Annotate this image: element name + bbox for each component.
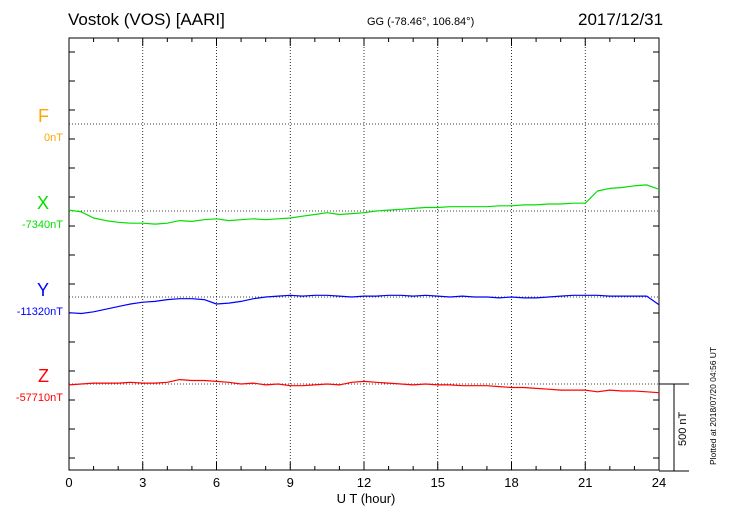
series-layer: [68, 184, 660, 394]
series-line-y: [68, 294, 660, 315]
x-tick-label: 12: [357, 475, 371, 490]
x-axis-label: U T (hour): [337, 491, 396, 506]
x-tick-label: 6: [213, 475, 220, 490]
x-tick-label: 21: [578, 475, 592, 490]
series-line-x: [68, 184, 660, 225]
x-tick-label: 24: [652, 475, 666, 490]
component-z-baseline: -57710nT: [15, 392, 63, 404]
series-line-z: [68, 379, 660, 394]
component-y-label: Y: [36, 280, 49, 300]
x-tick-labels: 0 3 6 9 12 15 18 21 24: [65, 475, 666, 490]
station-title: Vostok (VOS) [AARI]: [68, 10, 225, 29]
scale-bar-label: 500 nT: [677, 411, 689, 446]
coordinates-label: GG (-78.46°, 106.84°): [367, 16, 475, 28]
grid-layer: [68, 37, 689, 472]
component-z-label: Z: [38, 366, 49, 386]
x-tick-label: 0: [65, 475, 72, 490]
x-tick-label: 18: [504, 475, 518, 490]
component-x-label: X: [36, 193, 49, 213]
component-f-label: F: [38, 106, 49, 126]
x-tick-label: 3: [139, 475, 146, 490]
x-tick-label: 9: [287, 475, 294, 490]
component-y-baseline: -11320nT: [16, 306, 63, 318]
date-label: 2017/12/31: [578, 10, 664, 29]
component-f-baseline: 0nT: [44, 132, 63, 144]
component-x-baseline: -7340nT: [22, 219, 63, 231]
x-tick-label: 15: [431, 475, 445, 490]
plotted-timestamp: Plotted at 2018/07/20 04:56 UT: [708, 346, 718, 465]
